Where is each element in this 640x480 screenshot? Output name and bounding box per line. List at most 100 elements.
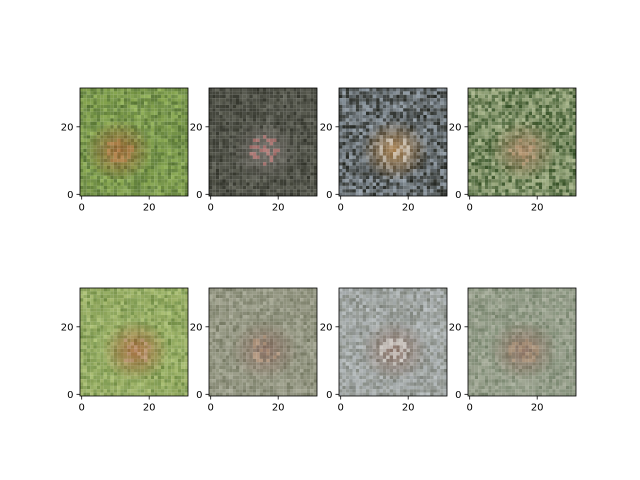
image-pixel (127, 192, 131, 197)
image-pixel (177, 169, 182, 173)
image-pixel (120, 131, 124, 136)
image-pixel (310, 169, 314, 173)
image-pixel (100, 104, 104, 109)
image-pixel (306, 179, 311, 183)
image-pixel (345, 135, 350, 139)
image-pixel (177, 288, 182, 292)
image-pixel (100, 365, 104, 370)
image-pixel (409, 135, 414, 139)
image-pixel (164, 331, 168, 336)
image-pixel (154, 185, 158, 190)
image-pixel (222, 169, 226, 173)
image-pixel (440, 104, 444, 109)
image-pixel (484, 179, 489, 183)
image-pixel (96, 304, 101, 309)
axes-frame (79, 87, 189, 197)
image-pixel (147, 165, 151, 170)
image-pixel (478, 169, 482, 173)
image-pixel (528, 192, 533, 197)
image-pixel (157, 352, 162, 356)
image-pixel (369, 91, 373, 95)
image-pixel (154, 155, 158, 159)
image-pixel (522, 111, 526, 116)
image-pixel (474, 108, 479, 112)
image-pixel (232, 189, 237, 193)
image-pixel (355, 94, 360, 99)
image-pixel (423, 138, 427, 143)
image-pixel (134, 365, 138, 370)
image-pixel (120, 365, 124, 370)
image-pixel (134, 152, 138, 156)
image-pixel (436, 169, 441, 173)
image-pixel (117, 142, 121, 146)
image-pixel (505, 189, 509, 193)
image-pixel (96, 148, 101, 153)
image-pixel (171, 342, 175, 346)
image-pixel (313, 185, 318, 190)
image-pixel (100, 331, 104, 336)
image-pixel (552, 158, 556, 163)
image-pixel (393, 162, 397, 166)
image-pixel (266, 162, 270, 166)
image-pixel (555, 128, 560, 132)
image-pixel (86, 298, 91, 302)
image-pixel (283, 175, 287, 180)
image-pixel (83, 345, 87, 349)
image-pixel (110, 325, 114, 329)
image-pixel (215, 182, 220, 186)
image-pixel (300, 115, 304, 119)
image-pixel (147, 142, 151, 146)
image-pixel (252, 155, 257, 159)
image-pixel (290, 148, 294, 153)
image-pixel (130, 311, 135, 316)
image-pixel (409, 98, 414, 102)
image-pixel (555, 165, 560, 170)
image-pixel (474, 158, 479, 163)
image-pixel (296, 189, 301, 193)
image-pixel (468, 104, 472, 109)
image-pixel (269, 91, 274, 95)
image-pixel (382, 138, 387, 143)
image-pixel (107, 338, 111, 343)
image-pixel (229, 162, 233, 166)
image-pixel (430, 98, 434, 102)
image-pixel (488, 115, 492, 119)
image-pixel (528, 121, 533, 126)
image-pixel (103, 108, 108, 112)
image-pixel (222, 172, 226, 176)
image-pixel (355, 162, 360, 166)
image-pixel (242, 172, 247, 176)
image-pixel (300, 189, 304, 193)
image-pixel (212, 192, 216, 197)
x-tick-label: 20 (402, 203, 415, 214)
image-pixel (130, 304, 135, 309)
image-pixel (263, 135, 267, 139)
image-pixel (120, 169, 124, 173)
image-pixel (420, 148, 424, 153)
image-pixel (436, 175, 441, 180)
image-pixel (252, 94, 257, 99)
image-pixel (565, 185, 570, 190)
image-pixel (426, 148, 431, 153)
image-pixel (572, 145, 577, 149)
image-pixel (120, 138, 124, 143)
image-pixel (96, 331, 101, 336)
image-pixel (161, 325, 165, 329)
image-pixel (406, 162, 410, 166)
image-pixel (144, 301, 148, 305)
image-pixel (161, 88, 165, 92)
image-pixel (491, 158, 496, 163)
image-pixel (266, 192, 270, 197)
image-pixel (86, 88, 91, 92)
image-pixel (488, 101, 492, 105)
image-pixel (396, 91, 400, 95)
image-pixel (559, 145, 563, 149)
image-pixel (232, 118, 237, 122)
image-pixel (225, 162, 230, 166)
image-pixel (134, 328, 138, 332)
image-pixel (310, 142, 314, 146)
image-pixel (144, 175, 148, 180)
image-pixel (154, 142, 158, 146)
image-pixel (525, 121, 529, 126)
image-pixel (501, 121, 506, 126)
